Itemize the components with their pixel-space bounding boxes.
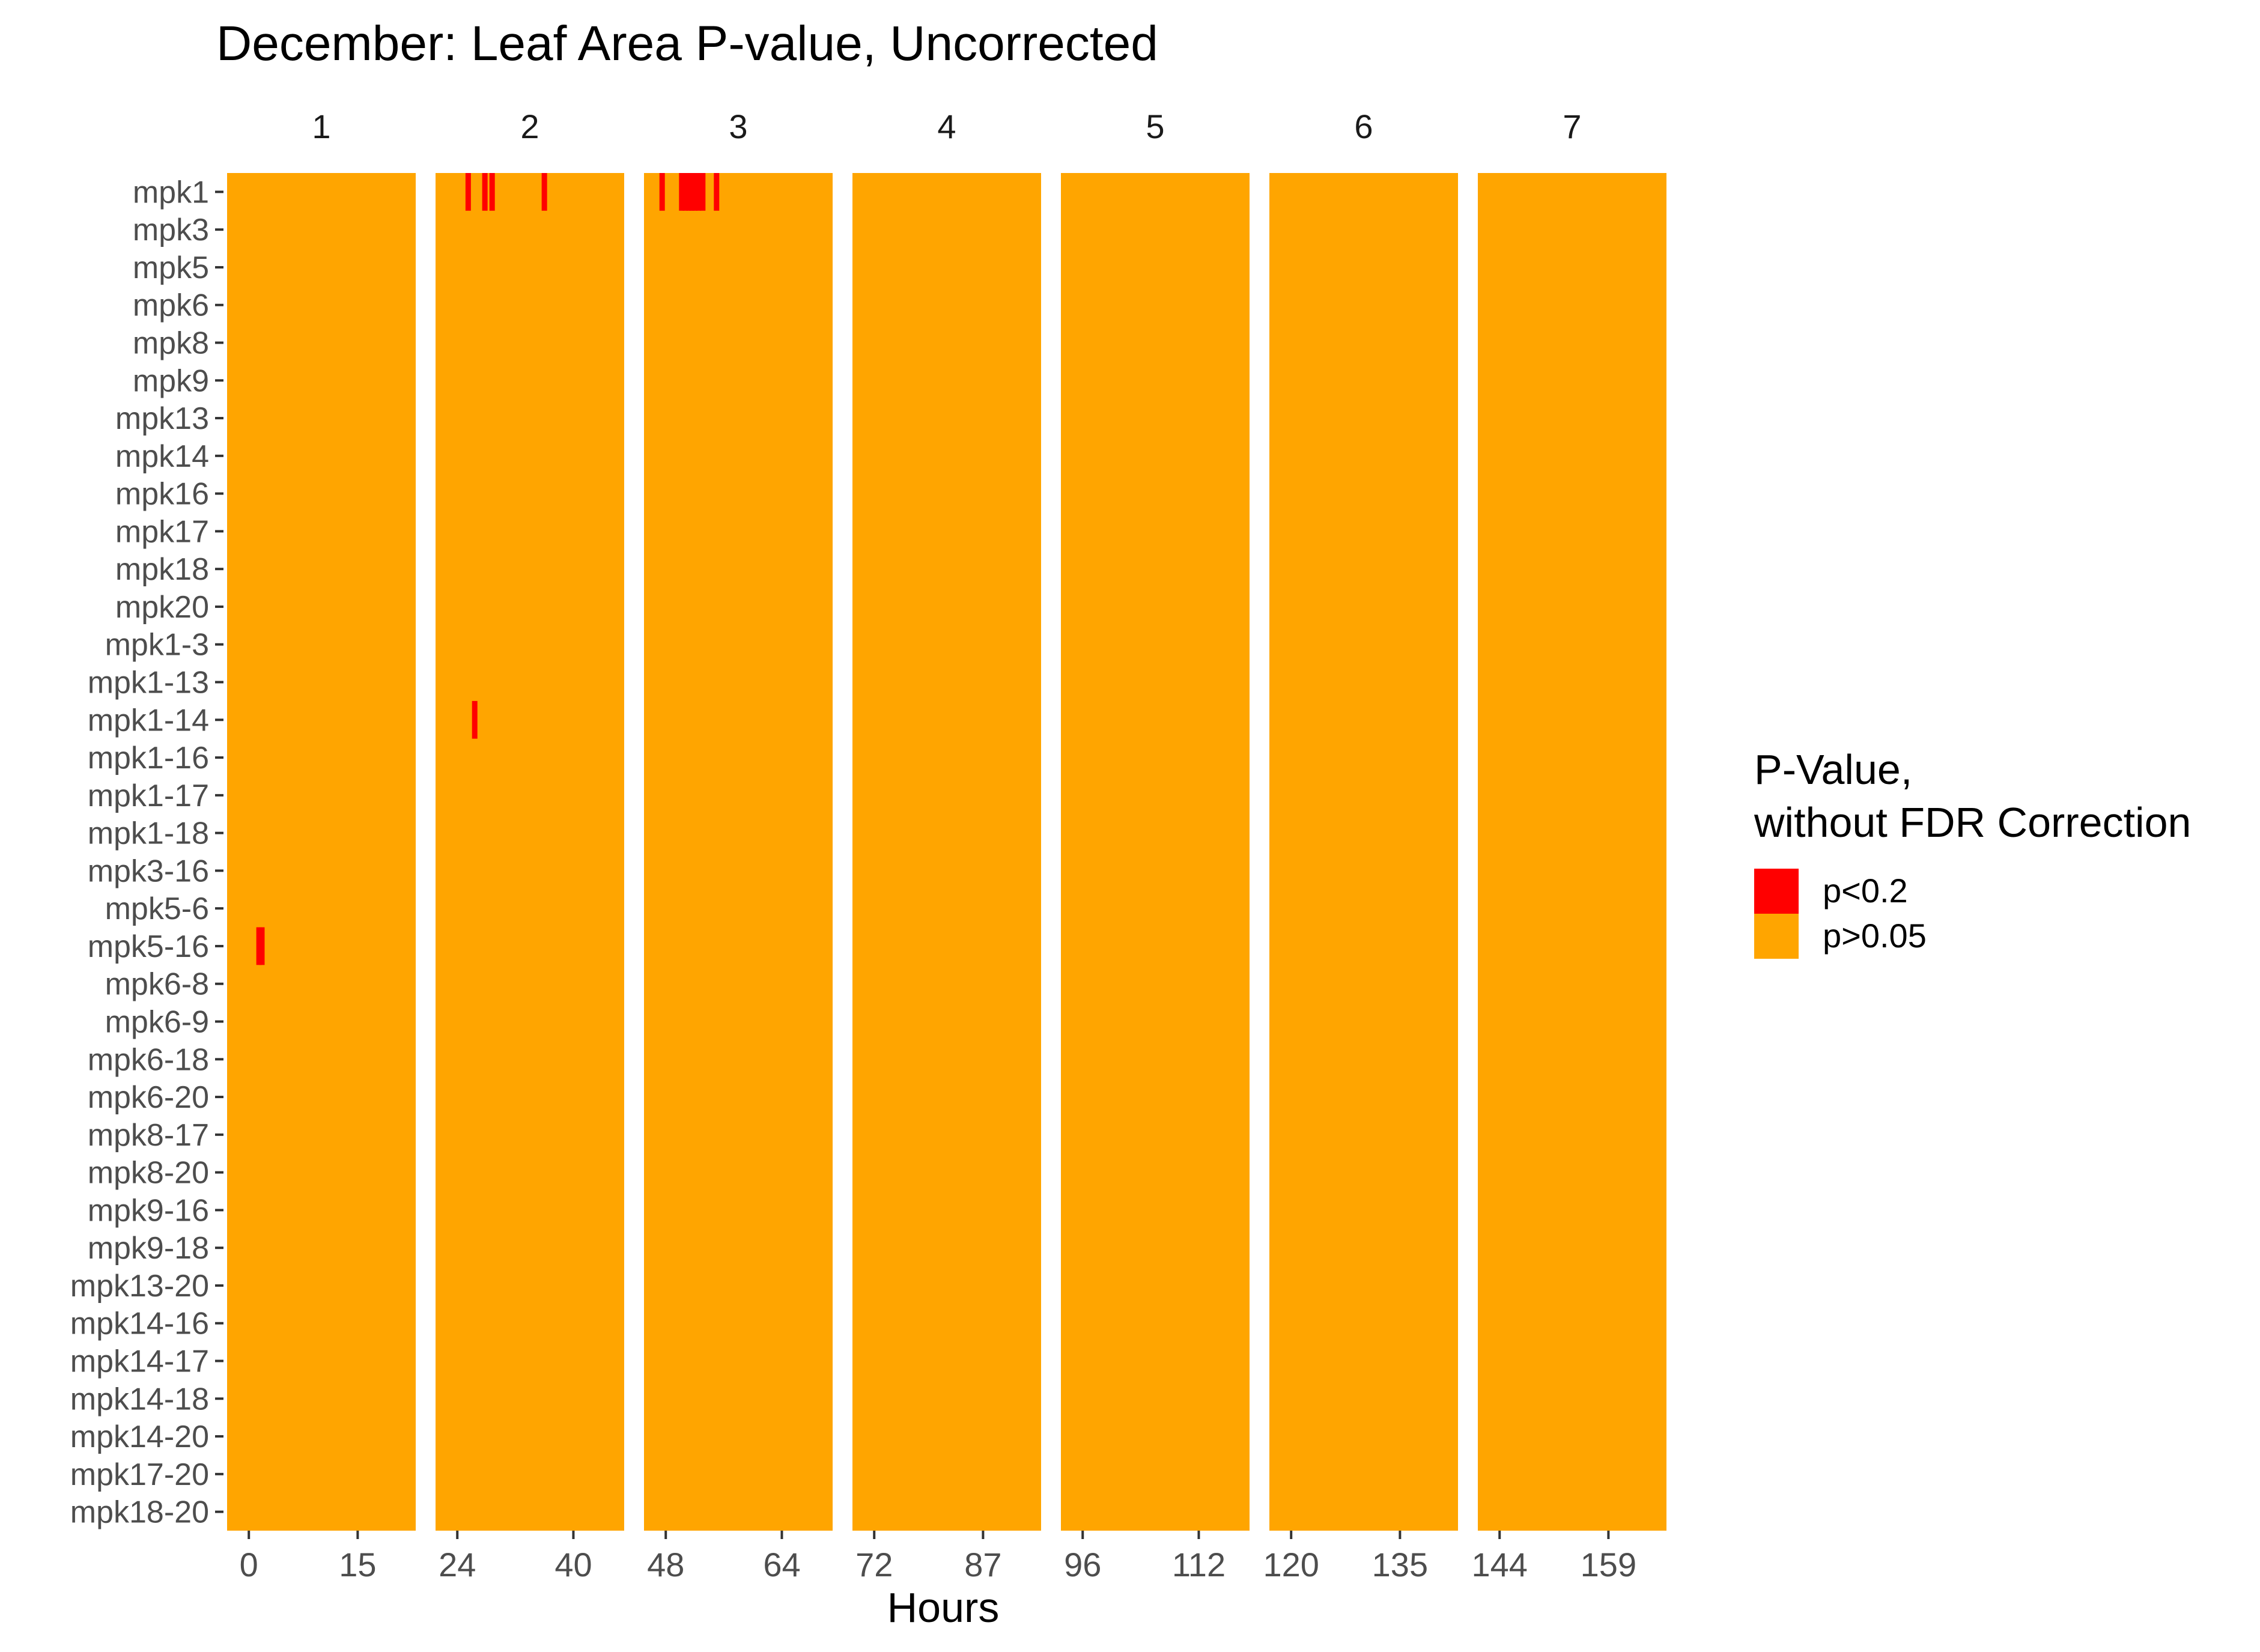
y-tick-label: mpk14-17: [70, 1344, 209, 1379]
x-tick-label: 135: [1372, 1546, 1428, 1584]
facet-strip-label: 4: [937, 108, 956, 145]
significant-cell: [259, 927, 265, 965]
heatmap-tiles: [436, 173, 624, 1531]
x-tick-label: 96: [1064, 1546, 1101, 1584]
y-tick-label: mpk20: [115, 590, 209, 625]
x-tick-label: 144: [1472, 1546, 1528, 1584]
y-tick-label: mpk14: [115, 439, 209, 474]
significant-cell: [679, 173, 685, 211]
x-tick-label: 40: [554, 1546, 592, 1584]
y-tick-label: mpk5: [133, 251, 209, 285]
y-tick-label: mpk3-16: [88, 854, 209, 888]
y-tick-label: mpk14-20: [70, 1420, 209, 1454]
significant-cell: [714, 173, 720, 211]
facet-strip-label: 6: [1354, 108, 1373, 145]
y-tick-label: mpk1-3: [105, 628, 209, 663]
y-tick-label: mpk6-18: [88, 1042, 209, 1077]
legend-label: p>0.05: [1823, 917, 1927, 955]
x-tick-label: 64: [763, 1546, 800, 1584]
x-tick-label: 15: [339, 1546, 376, 1584]
y-tick-label: mpk1-18: [88, 816, 209, 851]
facet-strip-label: 5: [1146, 108, 1164, 145]
y-tick-label: mpk18-20: [70, 1495, 209, 1530]
y-tick-label: mpk6: [133, 288, 209, 323]
significant-cell: [692, 173, 698, 211]
y-tick-label: mpk9-18: [88, 1231, 209, 1266]
y-tick-label: mpk8: [133, 326, 209, 361]
facet-strip-label: 2: [520, 108, 539, 145]
y-tick-label: mpk6-8: [105, 967, 209, 1002]
y-tick-label: mpk6-20: [88, 1080, 209, 1115]
y-tick-label: mpk18: [115, 552, 209, 587]
significant-cell: [696, 173, 702, 211]
y-tick-label: mpk8-17: [88, 1118, 209, 1153]
y-tick-label: mpk1-17: [88, 779, 209, 813]
y-tick-label: mpk13: [115, 401, 209, 436]
chart-title: December: Leaf Area P-value, Uncorrected: [216, 16, 1158, 71]
significant-cell: [659, 173, 665, 211]
x-tick-label: 120: [1263, 1546, 1319, 1584]
y-tick-label: mpk17-20: [70, 1457, 209, 1492]
heatmap-tiles: [644, 173, 833, 1531]
heatmap-tiles: [1269, 173, 1458, 1531]
significant-cell: [700, 173, 706, 211]
x-tick-label: 159: [1581, 1546, 1636, 1584]
significant-cell: [482, 173, 488, 211]
significant-cell: [489, 173, 495, 211]
y-tick-label: mpk14-16: [70, 1307, 209, 1341]
facet-panel-1: 1 0 15: [227, 108, 416, 1584]
facet-panel-6: 6 120 135: [1263, 108, 1458, 1584]
legend-title: P-Value,: [1754, 746, 1912, 793]
significant-cell: [472, 700, 478, 739]
x-tick-label: 72: [855, 1546, 893, 1584]
y-tick-label: mpk1-14: [88, 703, 209, 738]
y-tick-label: mpk17: [115, 514, 209, 549]
facet-panel-7: 7 144 159: [1472, 108, 1666, 1584]
facet-strip-label: 1: [312, 108, 330, 145]
significant-cell: [541, 173, 547, 211]
legend-label: p<0.2: [1823, 872, 1908, 910]
y-tick-label: mpk14-18: [70, 1382, 209, 1417]
significant-cell: [686, 173, 692, 211]
x-tick-label: 87: [964, 1546, 1001, 1584]
y-tick-label: mpk1: [133, 175, 209, 210]
x-tick-label: 24: [439, 1546, 476, 1584]
x-axis-label: Hours: [887, 1584, 1000, 1631]
y-tick-label: mpk3: [133, 213, 209, 247]
y-tick-label: mpk5-6: [105, 891, 209, 926]
facet-panel-4: 4 72 87: [852, 108, 1041, 1584]
heatmap-tiles: [1478, 173, 1666, 1531]
significant-cell: [689, 173, 695, 211]
facet-panel-5: 5 96 112: [1061, 108, 1250, 1584]
y-tick-label: mpk8-20: [88, 1156, 209, 1191]
y-tick-label: mpk1-13: [88, 666, 209, 700]
heatmap-tiles: [227, 173, 416, 1531]
heatmap-tiles: [1061, 173, 1250, 1531]
facet-panel-2: 2 24 40: [436, 108, 624, 1584]
legend-swatch: [1754, 869, 1799, 914]
y-tick-label: mpk9-16: [88, 1193, 209, 1228]
facet-panels: 1 0 15 2 24 40 3 48 64 4 72 87 5 96 112 6 120 135 7 144 159: [227, 108, 1666, 1584]
legend-title: without FDR Correction: [1754, 799, 2191, 846]
legend: P-Value, without FDR Correction p<0.2 p>0.0…: [1754, 746, 2191, 959]
y-tick-label: mpk1-16: [88, 741, 209, 776]
facet-strip-label: 3: [729, 108, 747, 145]
x-tick-label: 48: [647, 1546, 684, 1584]
x-tick-label: 112: [1172, 1546, 1226, 1584]
significant-cell: [256, 927, 262, 965]
y-tick-label: mpk9: [133, 363, 209, 398]
y-tick-label: mpk5-16: [88, 929, 209, 964]
y-tick-label: mpk13-20: [70, 1269, 209, 1304]
significant-cell: [682, 173, 688, 211]
x-tick-label: 0: [240, 1546, 258, 1584]
facet-strip-label: 7: [1563, 108, 1581, 145]
y-tick-label: mpk6-9: [105, 1005, 209, 1040]
y-tick-label: mpk16: [115, 477, 209, 512]
heatmap-tiles: [852, 173, 1041, 1531]
row-labels: mpk1mpk3mpk5mpk6mpk8mpk9mpk13mpk14mpk16m…: [70, 175, 223, 1530]
legend-swatch: [1754, 914, 1799, 959]
significant-cell: [465, 173, 471, 211]
facet-panel-3: 3 48 64: [644, 108, 833, 1584]
